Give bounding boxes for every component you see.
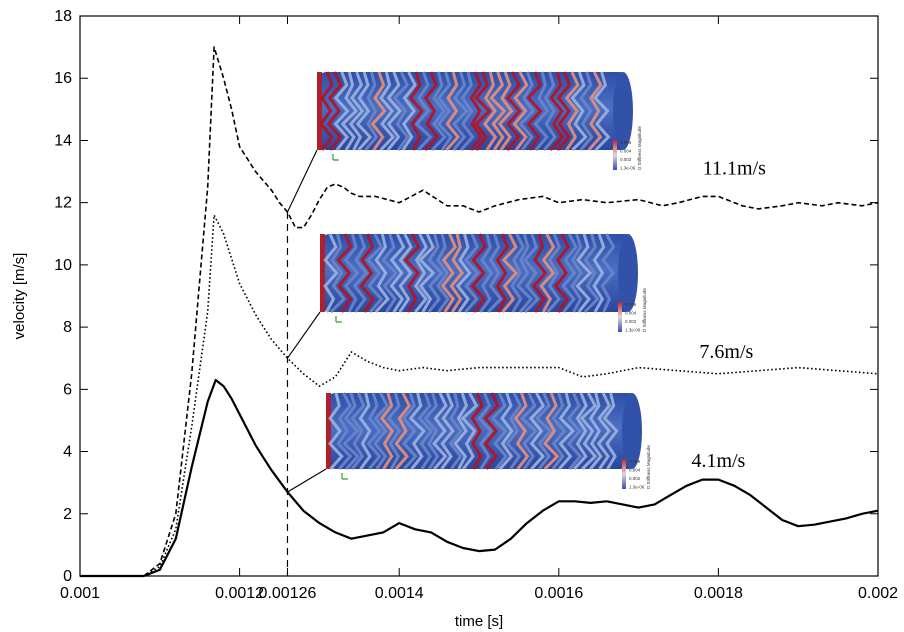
- x-tick-label: 0.00126: [259, 585, 317, 602]
- y-tick-label: 8: [63, 319, 72, 336]
- y-tick-label: 10: [54, 257, 72, 274]
- y-tick-label: 0: [63, 568, 72, 585]
- inset-connector-s41: [287, 468, 327, 493]
- colorbar-tick-label: 0.004: [625, 311, 637, 316]
- inset-connector-s11: [286, 149, 318, 213]
- colorbar-title: D Stiffness Magnitude: [637, 126, 642, 170]
- series-layer: [80, 46, 879, 578]
- y-tick-label: 2: [63, 506, 72, 523]
- y-tick-label: 4: [63, 444, 72, 461]
- y-tick-label: 6: [63, 381, 72, 398]
- y-tick-label: 12: [54, 195, 72, 212]
- colorbar-tick-label: 1.3e-06: [620, 166, 636, 171]
- x-tick-label: 0.0016: [534, 585, 583, 602]
- colorbar-title: D Stiffness Magnitude: [646, 445, 651, 489]
- colorbar-tick-label: 0.006: [620, 140, 632, 145]
- x-tick-label: 0.001: [60, 585, 100, 602]
- simulation-inset-s76: 0.006 0.004 0.002 1.3e-06 D Stiffness Magnit…: [320, 233, 647, 333]
- inset-connectors: [286, 149, 327, 493]
- series-line-s11: [80, 46, 879, 577]
- inset-connector-s76: [287, 311, 321, 359]
- simulation-inset-s11: 0.006 0.004 0.002 1.3e-06 D Stiffness Magnit…: [317, 71, 642, 171]
- y-axis-label: velocity [m/s]: [11, 253, 28, 340]
- plot-frame: [79, 15, 879, 577]
- x-tick-label: 0.0014: [375, 585, 424, 602]
- colorbar-title: D Stiffness Magnitude: [642, 288, 647, 332]
- series-annotation-s41: 4.1m/s: [691, 450, 745, 472]
- y-tick-label: 18: [54, 8, 72, 25]
- colorbar-tick-label: 0.002: [625, 319, 637, 324]
- colorbar-tick-label: 0.004: [629, 468, 641, 473]
- y-tick-label: 14: [54, 132, 72, 149]
- x-axis-label: time [s]: [455, 613, 503, 630]
- series-line-s41: [80, 378, 879, 578]
- series-annotation-s11: 11.1m/s: [703, 158, 766, 180]
- colorbar-tick-label: 0.006: [625, 302, 637, 307]
- x-tick-label: 0.0018: [694, 585, 743, 602]
- y-tick-label: 16: [54, 70, 72, 87]
- colorbar-tick-label: 1.3e-06: [625, 328, 641, 333]
- colorbar-tick-label: 0.002: [620, 157, 632, 162]
- x-tick-label: 0.0012: [215, 585, 264, 602]
- colorbar-tick-label: 0.006: [629, 459, 641, 464]
- colorbar-tick-label: 0.004: [620, 149, 632, 154]
- x-tick-label: 0.002: [858, 585, 898, 602]
- series-annotations: 11.1m/s 7.6m/s 4.1m/s: [691, 158, 766, 472]
- simulation-inset-s41: 0.006 0.004 0.002 1.3e-06 D Stiffness Magnit…: [326, 392, 651, 490]
- series-annotation-s76: 7.6m/s: [699, 341, 753, 363]
- colorbar-tick-label: 0.002: [629, 476, 641, 481]
- colorbar-tick-label: 1.3e-06: [629, 485, 645, 490]
